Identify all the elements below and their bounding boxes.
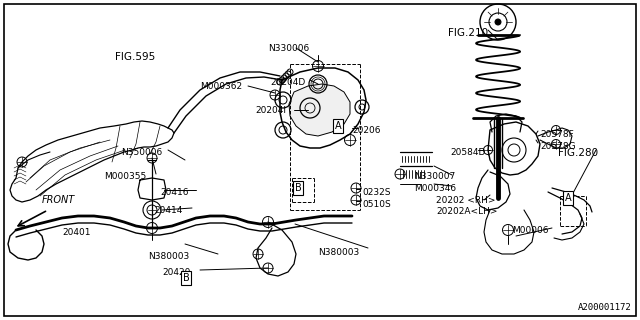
Text: 20578F: 20578F (540, 130, 573, 139)
Text: N330007: N330007 (414, 172, 455, 181)
Text: B: B (294, 183, 301, 193)
Text: B: B (182, 273, 189, 283)
Text: 0510S: 0510S (362, 200, 391, 209)
Polygon shape (289, 84, 350, 136)
Text: N380003: N380003 (148, 252, 189, 261)
Polygon shape (488, 122, 540, 175)
Text: M00006: M00006 (512, 226, 548, 235)
Text: 20401: 20401 (62, 228, 90, 237)
Text: 0232S: 0232S (362, 188, 390, 197)
Circle shape (495, 19, 501, 25)
Text: 20584D: 20584D (450, 148, 485, 157)
Text: 20416: 20416 (160, 188, 189, 197)
Text: 20204I: 20204I (255, 106, 286, 115)
Text: A: A (564, 193, 572, 203)
Polygon shape (10, 121, 174, 202)
Text: M000346: M000346 (414, 184, 456, 193)
Text: 20202A<LH>: 20202A<LH> (436, 207, 497, 216)
Text: A: A (335, 121, 341, 131)
Text: 20202 <RH>: 20202 <RH> (436, 196, 495, 205)
Text: 20578G: 20578G (540, 142, 575, 151)
Text: FIG.280: FIG.280 (558, 148, 598, 158)
Text: 20204D: 20204D (270, 78, 305, 87)
Text: FIG.210: FIG.210 (448, 28, 488, 38)
Text: N330006: N330006 (268, 44, 309, 53)
Text: A200001172: A200001172 (579, 303, 632, 312)
Text: 20420: 20420 (162, 268, 190, 277)
Text: 20414: 20414 (154, 206, 182, 215)
Text: M000355: M000355 (104, 172, 147, 181)
Text: N350006: N350006 (121, 148, 163, 157)
Text: 20206: 20206 (352, 126, 381, 135)
Polygon shape (280, 68, 366, 148)
Text: FRONT: FRONT (42, 195, 76, 205)
Text: FIG.595: FIG.595 (115, 52, 156, 62)
Text: M000362: M000362 (200, 82, 242, 91)
Text: N380003: N380003 (318, 248, 359, 257)
